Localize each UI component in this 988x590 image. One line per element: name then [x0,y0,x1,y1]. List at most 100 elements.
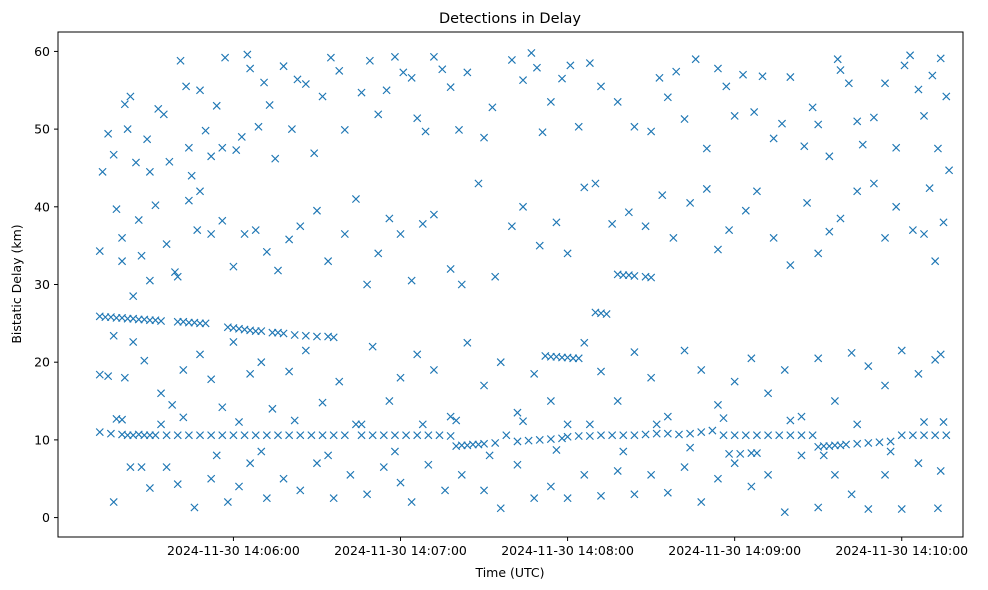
detection-marker [920,431,929,440]
detection-marker [566,61,575,70]
detection-marker [535,241,544,250]
detection-marker [853,187,862,196]
detection-marker [234,418,244,427]
detection-marker [931,431,940,440]
detection-marker [382,86,391,95]
detection-marker [402,431,411,440]
detection-marker [680,463,689,472]
detection-marker [254,122,263,131]
x-tick-label: 2024-11-30 14:06:00 [167,543,300,558]
detection-marker [170,268,179,277]
detection-marker [942,92,951,101]
detection-marker [193,226,202,235]
detection-marker [182,82,191,91]
detection-marker [530,369,539,378]
detection-marker [176,56,185,65]
detection-marker [173,480,182,489]
detection-marker [207,229,216,239]
detection-marker [98,167,107,176]
detection-marker [624,208,633,217]
detection-marker [786,73,795,82]
detection-marker [892,202,901,211]
detection-marker [118,257,127,266]
detection-marker [95,247,104,256]
detection-marker [527,48,536,57]
detection-marker [301,346,310,355]
detection-markers [95,48,954,517]
detection-marker [630,431,639,440]
detection-marker [262,247,271,256]
detection-marker [739,70,748,79]
detection-marker [574,354,583,363]
detection-marker [190,503,199,512]
detection-marker [546,435,555,444]
detection-marker [836,66,845,75]
detection-marker [109,150,118,159]
detection-marker [655,73,664,82]
detection-marker [312,332,321,341]
y-axis-label: Bistatic Delay (km) [9,224,24,343]
detection-marker [120,373,129,382]
detection-marker [429,365,438,374]
detection-marker [777,119,787,128]
detection-marker [764,431,773,440]
detection-marker [725,226,734,235]
detection-marker [452,416,461,425]
detection-marker [212,101,221,110]
detection-marker [290,416,299,425]
detection-marker [747,482,756,491]
detection-marker [262,494,271,503]
detection-marker [591,179,600,188]
x-axis-ticks: 2024-11-30 14:06:00 2024-11-30 14:07:00 20… [167,537,968,558]
detection-marker [719,431,728,440]
detection-marker [869,113,878,122]
detection-marker [558,74,567,83]
detection-marker [385,214,394,223]
detection-marker [413,350,422,359]
detection-marker [134,216,143,225]
detection-marker [750,108,759,117]
detection-marker [173,272,182,281]
detection-marker [535,435,544,444]
detection-marker [630,271,639,280]
detection-marker [613,466,622,475]
detection-marker [725,449,734,458]
detection-marker [803,198,812,207]
detection-marker [368,342,377,351]
detection-marker [104,372,113,381]
detection-marker [379,431,388,440]
detection-marker [480,133,489,142]
detection-marker [357,88,366,97]
detection-marker [390,52,399,61]
detection-marker [257,327,266,336]
detection-marker [279,329,288,338]
detection-marker [357,431,366,440]
detection-marker [296,222,305,231]
detection-marker [390,431,399,440]
detection-marker [126,463,135,472]
detection-marker [438,65,447,74]
detection-marker [936,350,945,359]
detection-marker [407,498,416,507]
detection-marker [318,92,327,101]
detection-marker [196,187,205,196]
detection-marker [647,127,656,136]
detection-marker [797,451,806,460]
detection-marker [446,412,455,421]
detection-marker [808,431,817,440]
detection-marker [702,184,711,193]
detection-marker [413,114,422,123]
detection-marker [608,219,617,228]
detection-marker [229,431,238,440]
plot-frame [57,31,964,538]
detection-marker [485,451,494,460]
x-tick-label: 2024-11-30 14:08:00 [501,543,634,558]
detection-marker [287,125,296,134]
detection-marker [262,431,271,440]
detection-marker [104,129,113,138]
detection-marker [112,205,121,214]
detection-marker [329,431,338,440]
detection-marker [897,431,906,440]
detection-marker [797,412,806,421]
